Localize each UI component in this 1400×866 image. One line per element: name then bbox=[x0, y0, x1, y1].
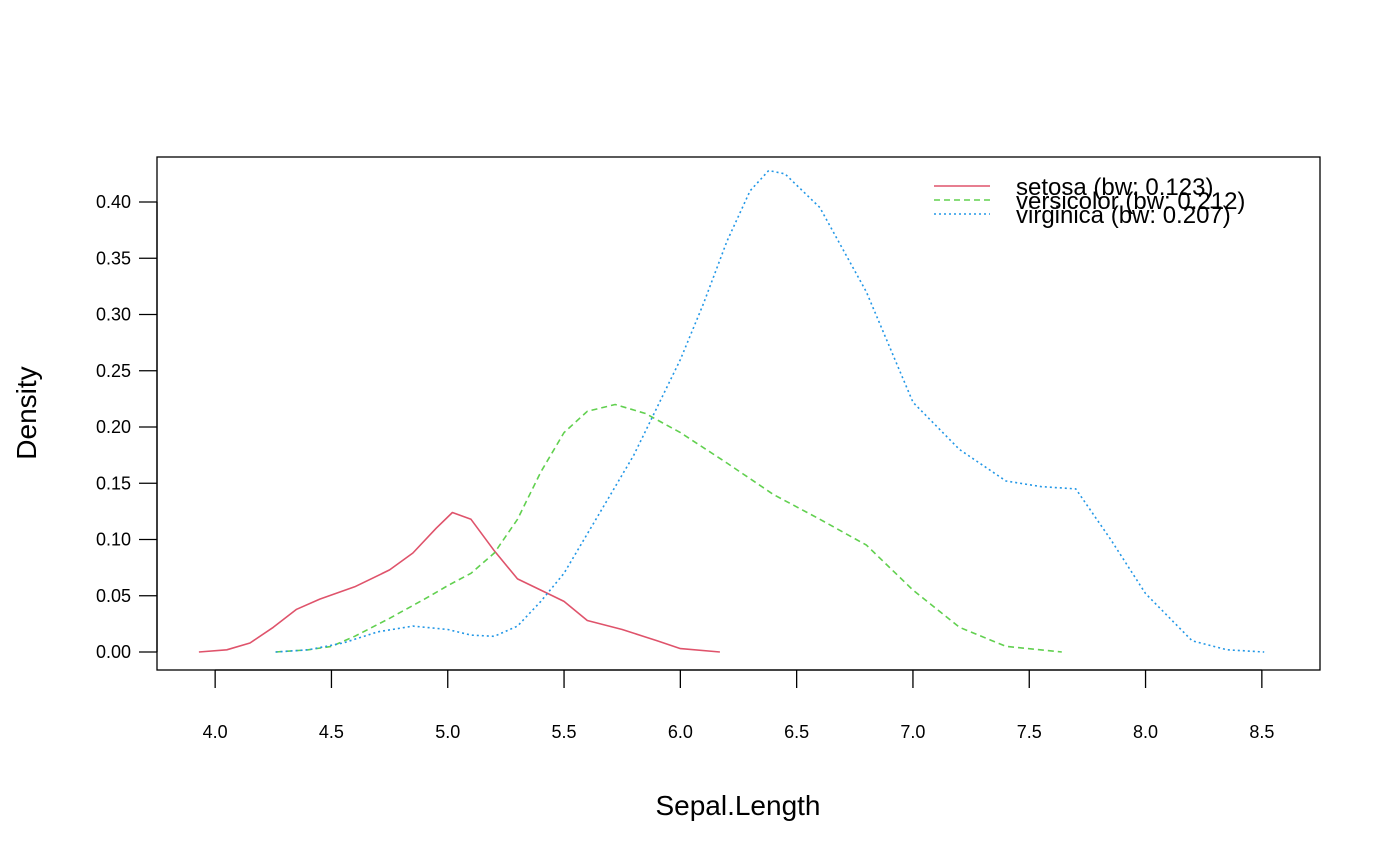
y-axis: 0.00 0.05 0.10 0.15 0.20 0.25 0.30 0.35 0.40 bbox=[96, 192, 158, 662]
series-line-2 bbox=[275, 169, 1265, 653]
legend-label: versicolor (bw: 0.212) bbox=[1016, 188, 1245, 215]
x-tick-label: 7.0 bbox=[900, 722, 925, 742]
y-tick-label: 0.35 bbox=[96, 248, 131, 268]
x-tick-label: 8.5 bbox=[1249, 722, 1274, 742]
legend: setosa (bw: 0.123)versicolor (bw: 0.212)… bbox=[934, 174, 1245, 229]
y-tick-label: 0.05 bbox=[96, 586, 131, 606]
x-tick-label: 4.5 bbox=[319, 722, 344, 742]
x-axis: 4.0 4.5 5.0 5.5 6.0 6.5 7.0 7.5 8.0 8.5 bbox=[203, 669, 1274, 742]
series-line-0 bbox=[198, 511, 720, 653]
x-tick-label: 4.0 bbox=[203, 722, 228, 742]
y-tick-label: 0.30 bbox=[96, 305, 131, 325]
y-tick-label: 0.15 bbox=[96, 473, 131, 493]
legend-label: setosa (bw: 0.123) bbox=[1016, 174, 1213, 201]
x-tick-label: 7.5 bbox=[1017, 722, 1042, 742]
y-tick-label: 0.00 bbox=[96, 642, 131, 662]
x-tick-label: 8.0 bbox=[1133, 722, 1158, 742]
y-axis-title: Density bbox=[11, 366, 42, 459]
x-tick-label: 6.0 bbox=[668, 722, 693, 742]
series-line-1 bbox=[275, 403, 1062, 653]
x-tick-label: 6.5 bbox=[784, 722, 809, 742]
series-layer bbox=[198, 169, 1265, 653]
x-tick-label: 5.5 bbox=[552, 722, 577, 742]
y-tick-label: 0.40 bbox=[96, 192, 131, 212]
y-tick-label: 0.25 bbox=[96, 361, 131, 381]
y-tick-label: 0.20 bbox=[96, 417, 131, 437]
x-tick-label: 5.0 bbox=[435, 722, 460, 742]
y-tick-label: 0.10 bbox=[96, 530, 131, 550]
x-axis-title: Sepal.Length bbox=[655, 790, 820, 821]
legend-label: virginica (bw: 0.207) bbox=[1016, 202, 1231, 229]
